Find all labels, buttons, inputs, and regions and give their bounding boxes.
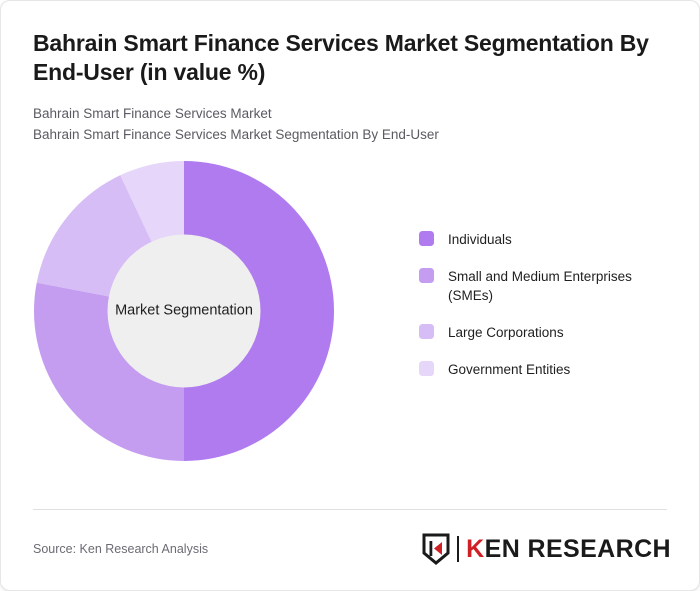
legend-swatch-icon <box>419 230 434 246</box>
plot-area: Market Segmentation Individuals Small and… <box>1 158 699 488</box>
donut-chart: Market Segmentation <box>34 160 334 461</box>
logo-k-letter: K <box>466 534 485 563</box>
donut-hole: Market Segmentation <box>107 234 261 388</box>
subtitle-group: Bahrain Smart Finance Services Market Ba… <box>33 104 667 146</box>
source-text: Source: Ken Research Analysis <box>33 542 209 556</box>
legend-item[interactable]: Individuals <box>419 230 677 249</box>
chart-footer: Source: Ken Research Analysis K EN RESEAR… <box>33 529 671 569</box>
legend-swatch-icon <box>419 361 434 377</box>
logo-separator <box>457 536 460 562</box>
footer-divider <box>33 509 667 510</box>
legend-label: Small and Medium Enterprises (SMEs) <box>448 268 632 304</box>
legend-item[interactable]: Government Entities <box>419 360 677 379</box>
legend-swatch-icon <box>419 267 434 283</box>
legend-label: Large Corporations <box>448 325 564 341</box>
chart-legend: Individuals Small and Medium Enterprises … <box>419 230 677 398</box>
legend-swatch-icon <box>419 324 434 340</box>
logo-rest-letters: EN RESEARCH <box>484 534 671 563</box>
subtitle-segmentation: Bahrain Smart Finance Services Market Se… <box>33 126 439 142</box>
legend-label: Individuals <box>448 231 512 247</box>
legend-item[interactable]: Small and Medium Enterprises (SMEs) <box>419 267 677 305</box>
page-title: Bahrain Smart Finance Services Market Se… <box>33 30 649 86</box>
legend-item[interactable]: Large Corporations <box>419 323 677 342</box>
donut-center-label: Market Segmentation <box>115 302 253 319</box>
subtitle-market: Bahrain Smart Finance Services Market <box>33 105 272 121</box>
chart-header: Bahrain Smart Finance Services Market Se… <box>1 1 699 146</box>
legend-label: Government Entities <box>448 362 571 378</box>
logo-wordmark: K EN RESEARCH <box>466 535 671 564</box>
ken-research-shield-icon <box>422 533 450 565</box>
ken-research-logo: K EN RESEARCH <box>422 533 671 565</box>
donut-ring: Market Segmentation <box>34 160 334 461</box>
